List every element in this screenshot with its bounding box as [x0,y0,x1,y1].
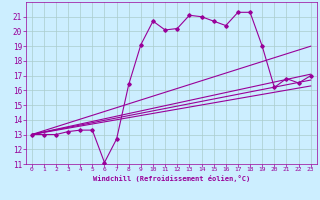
X-axis label: Windchill (Refroidissement éolien,°C): Windchill (Refroidissement éolien,°C) [92,175,250,182]
